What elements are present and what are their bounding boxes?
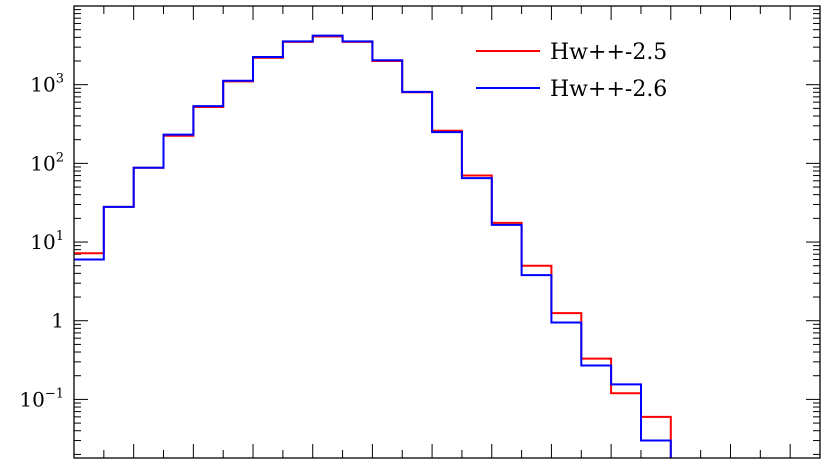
- legend-label-1: Hw++-2.5: [550, 40, 667, 65]
- series-layer: [74, 34, 672, 458]
- y-tick-labels: 10−1 1 101 102 103: [19, 72, 64, 412]
- legend-label-2: Hw++-2.6: [550, 77, 667, 102]
- series-2-line: [74, 34, 672, 458]
- tick-marks: [73, 5, 821, 458]
- y-tick-label: 1: [51, 309, 64, 333]
- y-tick-label: 102: [30, 150, 64, 175]
- y-tick-label: 10−1: [19, 386, 64, 411]
- y-tick-label: 103: [30, 72, 64, 97]
- legend: Hw++-2.5 Hw++-2.6: [476, 40, 667, 102]
- y-tick-label: 101: [30, 229, 64, 254]
- plot-frame: [73, 5, 821, 459]
